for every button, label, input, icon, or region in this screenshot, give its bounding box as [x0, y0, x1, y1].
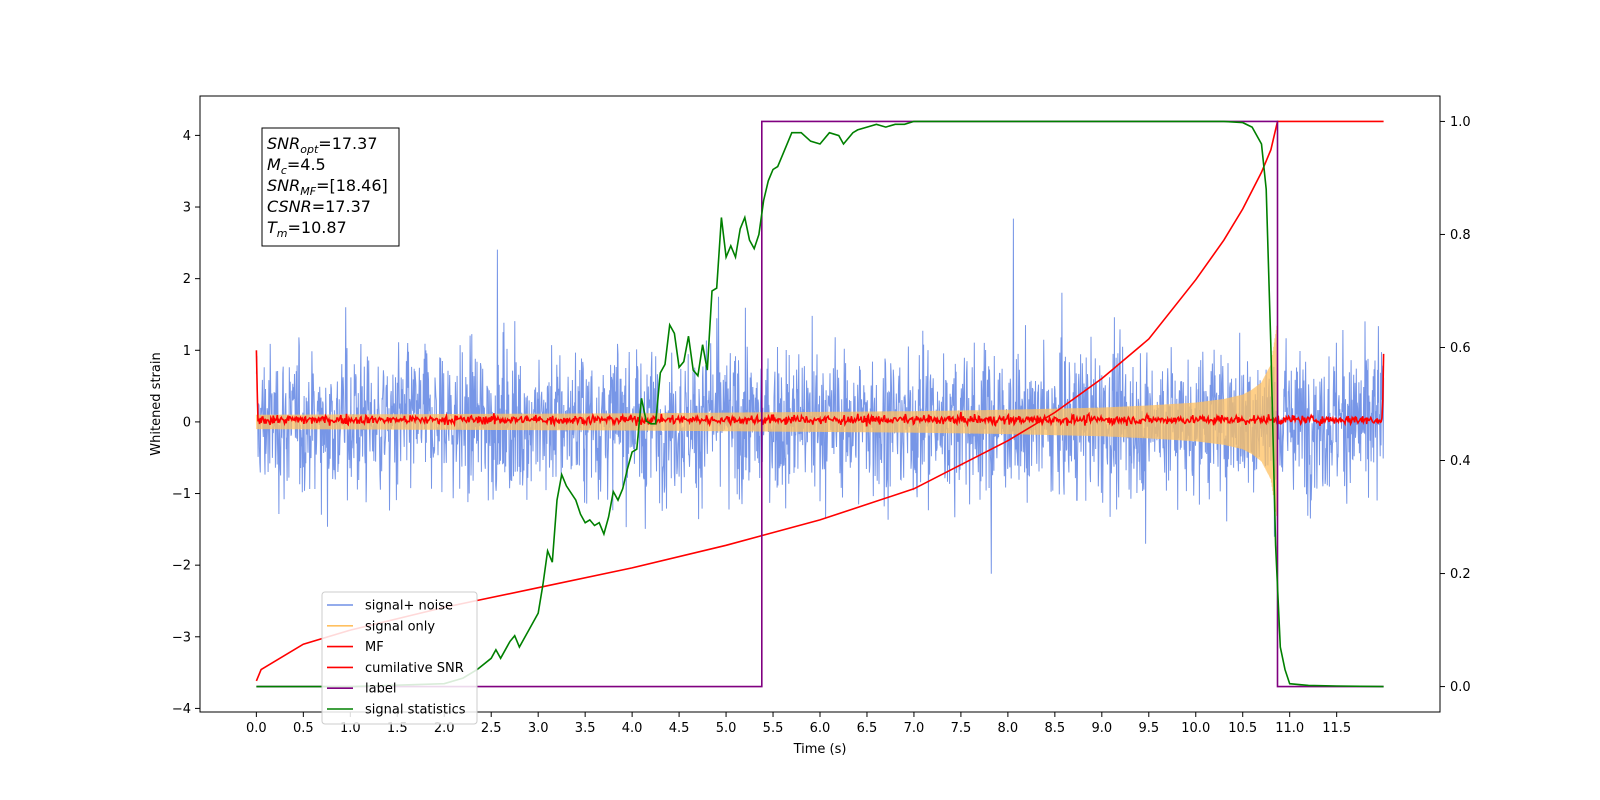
y-axis-label: Whitened strain: [149, 352, 164, 455]
y2-tick-label: 0.2: [1450, 567, 1471, 582]
x-tick-label: 1.5: [387, 721, 408, 736]
x-tick-label: 8.0: [998, 721, 1019, 736]
legend-label: label: [365, 682, 396, 697]
x-tick-label: 2.5: [481, 721, 502, 736]
annotation-frame: [261, 127, 400, 247]
series-signal-statistics: [256, 120, 1384, 688]
x-tick-label: 4.0: [622, 721, 643, 736]
x-tick-label: 10.0: [1181, 721, 1210, 736]
legend-label: signal+ noise: [365, 599, 453, 614]
x-tick-label: 6.0: [810, 721, 831, 736]
y-tick-label: 1: [183, 344, 191, 359]
annotation-line: Tm=10.87: [267, 218, 347, 240]
y2-tick-label: 0.6: [1450, 341, 1471, 356]
x-tick-label: 9.0: [1091, 721, 1112, 736]
x-tick-label: 11.5: [1322, 721, 1351, 736]
y-tick-label: −2: [172, 559, 191, 574]
x-tick-label: 1.0: [340, 721, 361, 736]
annotation-line: Mc=4.5: [267, 155, 326, 177]
annotation-line: SNRMF=[18.46]: [267, 176, 388, 198]
y-tick-label: 2: [183, 272, 191, 287]
series-signal-only: [255, 321, 1278, 521]
y-tick-label: −1: [172, 487, 191, 502]
x-tick-label: 5.0: [716, 721, 737, 736]
y-axis-right: 0.0 0.2 0.4 0.6 0.8 1.0: [1440, 115, 1471, 695]
series-mf: [255, 350, 1385, 428]
legend-frame: [321, 591, 478, 725]
y-tick-label: −4: [172, 702, 191, 717]
y2-tick-label: 0.0: [1450, 680, 1471, 695]
x-tick-label: 3.0: [528, 721, 549, 736]
x-tick-label: 3.5: [575, 721, 596, 736]
x-tick-label: 2.0: [434, 721, 455, 736]
x-tick-label: 0.0: [246, 721, 267, 736]
y-tick-label: 4: [183, 129, 191, 144]
x-tick-label: 6.5: [857, 721, 878, 736]
x-tick-label: 8.5: [1045, 721, 1066, 736]
x-tick-label: 4.5: [669, 721, 690, 736]
legend-label: MF: [365, 640, 384, 655]
x-tick-label: 7.5: [951, 721, 972, 736]
x-tick-label: 11.0: [1275, 721, 1304, 736]
x-tick-label: 10.5: [1228, 721, 1257, 736]
y2-tick-label: 1.0: [1450, 115, 1471, 130]
x-axis-label: Time (s): [793, 742, 847, 757]
x-tick-label: 5.5: [763, 721, 784, 736]
legend: signal+ noise signal only MF cumilative SNR…: [321, 591, 478, 725]
legend-label: signal only: [365, 619, 435, 634]
x-tick-label: 7.0: [904, 721, 925, 736]
annotation-line: SNRopt=17.37: [267, 134, 378, 156]
annotation-line: CSNR=17.37: [267, 197, 371, 216]
y2-tick-label: 0.8: [1450, 228, 1471, 243]
y-tick-label: 3: [183, 201, 191, 216]
x-tick-label: 9.5: [1138, 721, 1159, 736]
x-tick-label: 0.5: [293, 721, 314, 736]
legend-label: signal statistics: [365, 703, 466, 718]
y-axis-left: −4 −3 −2 −1 0 1 2 3 4: [172, 129, 200, 717]
y-tick-label: −3: [172, 630, 191, 645]
annotation-box: SNRopt=17.37Mc=4.5SNRMF=[18.46]CSNR=17.3…: [261, 127, 400, 247]
y-tick-label: 0: [183, 415, 191, 430]
legend-label: cumilative SNR: [365, 661, 464, 676]
y2-tick-label: 0.4: [1450, 454, 1471, 469]
x-axis: 0.0 0.5 1.0 1.5 2.0 2.5 3.0 3.5 4.0 4.5 5.0 5.5 6.0 6…: [246, 712, 1351, 736]
